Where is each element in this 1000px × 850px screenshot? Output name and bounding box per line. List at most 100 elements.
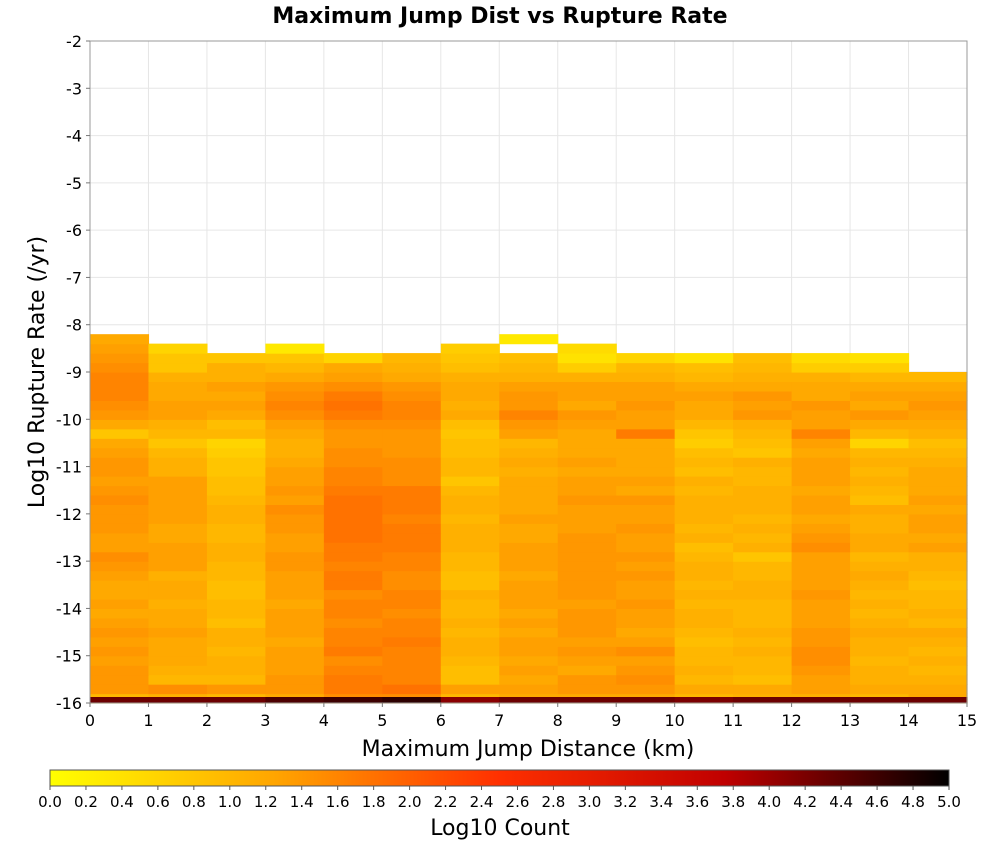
heatmap-cell bbox=[616, 409, 676, 420]
y-tick-label: -14 bbox=[56, 599, 82, 618]
heatmap-cell bbox=[382, 532, 442, 543]
heatmap-cell bbox=[90, 343, 150, 354]
heatmap-cell bbox=[674, 636, 734, 647]
heatmap-cell bbox=[265, 343, 325, 354]
heatmap-cell bbox=[908, 636, 968, 647]
colorbar-label: Log10 Count bbox=[430, 816, 570, 841]
heatmap-cell bbox=[440, 532, 500, 543]
heatmap-cell bbox=[382, 419, 442, 430]
heatmap-cell bbox=[616, 655, 676, 666]
heatmap-cell bbox=[908, 494, 968, 505]
heatmap-cell bbox=[557, 494, 617, 505]
heatmap-cell bbox=[148, 655, 208, 666]
heatmap-cell bbox=[90, 457, 150, 468]
heatmap-cell bbox=[90, 476, 150, 487]
heatmap-cell bbox=[206, 485, 266, 496]
heatmap-cell bbox=[148, 362, 208, 373]
heatmap-cell bbox=[323, 428, 383, 439]
heatmap-cell bbox=[323, 372, 383, 383]
heatmap-cell-bottom bbox=[90, 697, 150, 703]
heatmap-cell bbox=[440, 655, 500, 666]
heatmap-cell bbox=[90, 428, 150, 439]
heatmap-cell bbox=[90, 409, 150, 420]
heatmap-cell bbox=[148, 636, 208, 647]
heatmap-cell bbox=[674, 627, 734, 638]
heatmap-cell bbox=[616, 570, 676, 581]
heatmap-cell bbox=[440, 598, 500, 610]
heatmap-cell bbox=[499, 551, 559, 562]
colorbar-tick-label: 1.4 bbox=[290, 793, 314, 811]
heatmap-cell bbox=[850, 646, 910, 657]
heatmap-cell bbox=[733, 381, 793, 392]
heatmap-cell bbox=[557, 665, 617, 676]
heatmap-cell-bottom bbox=[557, 697, 617, 703]
heatmap-cell bbox=[90, 513, 150, 524]
heatmap-cell bbox=[733, 665, 793, 676]
heatmap-cell bbox=[206, 362, 266, 373]
heatmap-cell bbox=[674, 523, 734, 534]
heatmap-cell bbox=[382, 580, 442, 591]
heatmap-cell bbox=[382, 674, 442, 685]
heatmap-cell bbox=[148, 684, 208, 695]
heatmap-cell bbox=[499, 409, 559, 420]
heatmap-cell bbox=[674, 409, 734, 420]
heatmap-cell bbox=[90, 447, 150, 458]
heatmap-cell bbox=[674, 684, 734, 695]
heatmap-cell bbox=[557, 381, 617, 392]
heatmap-cell bbox=[791, 542, 851, 553]
heatmap-cell bbox=[499, 608, 559, 619]
heatmap-cell bbox=[499, 532, 559, 543]
heatmap-cell bbox=[499, 674, 559, 685]
heatmap-cell bbox=[850, 665, 910, 676]
heatmap-cell bbox=[206, 447, 266, 458]
y-tick-label: -6 bbox=[66, 221, 82, 240]
heatmap-cell bbox=[148, 476, 208, 487]
heatmap-cell bbox=[850, 636, 910, 647]
heatmap-cell bbox=[148, 390, 208, 401]
heatmap-cell bbox=[499, 428, 559, 439]
heatmap-cell bbox=[206, 409, 266, 420]
heatmap-cell bbox=[323, 494, 383, 505]
y-tick-label: -11 bbox=[56, 458, 82, 477]
heatmap-cell bbox=[265, 646, 325, 657]
heatmap-cell bbox=[499, 561, 559, 572]
heatmap-cell bbox=[323, 646, 383, 657]
heatmap-cell bbox=[674, 419, 734, 430]
heatmap-cell-bottom bbox=[850, 697, 910, 703]
heatmap-cell bbox=[323, 532, 383, 543]
heatmap-cell bbox=[791, 362, 851, 373]
heatmap-cell bbox=[616, 627, 676, 638]
heatmap-cell bbox=[733, 362, 793, 373]
heatmap-cell bbox=[674, 589, 734, 600]
heatmap-cell bbox=[440, 674, 500, 685]
heatmap-cell bbox=[323, 381, 383, 392]
heatmap-cell bbox=[850, 353, 910, 364]
heatmap-cell bbox=[791, 457, 851, 468]
heatmap-cell bbox=[148, 485, 208, 496]
heatmap-cell bbox=[733, 684, 793, 695]
heatmap-cell bbox=[90, 390, 150, 401]
heatmap-cell bbox=[499, 476, 559, 487]
heatmap-cell bbox=[850, 674, 910, 685]
x-tick-label: 8 bbox=[553, 711, 563, 730]
heatmap-cell bbox=[791, 532, 851, 543]
heatmap-cell bbox=[557, 428, 617, 439]
heatmap-cell bbox=[265, 570, 325, 581]
heatmap-cell bbox=[382, 665, 442, 676]
heatmap-cell bbox=[616, 504, 676, 515]
heatmap-cell bbox=[791, 409, 851, 420]
heatmap-cell bbox=[850, 627, 910, 638]
heatmap-cell bbox=[557, 532, 617, 543]
heatmap-cell bbox=[908, 617, 968, 628]
colorbar-ticks: 0.0 0.2 0.4 0.6 0.8 1.0 1.2 1.4 1.6 1.8 2.0 2.2 2.4 2… bbox=[38, 786, 961, 811]
heatmap-cell bbox=[557, 561, 617, 572]
heatmap-cell bbox=[206, 674, 266, 685]
colorbar-tick-label: 0.6 bbox=[146, 793, 170, 811]
heatmap-cell bbox=[850, 485, 910, 496]
heatmap-cell bbox=[499, 523, 559, 534]
heatmap-cell bbox=[616, 457, 676, 468]
heatmap-cell bbox=[616, 476, 676, 487]
heatmap-cell bbox=[908, 400, 968, 411]
y-tick-label: -16 bbox=[56, 694, 82, 713]
heatmap-cell bbox=[323, 665, 383, 676]
